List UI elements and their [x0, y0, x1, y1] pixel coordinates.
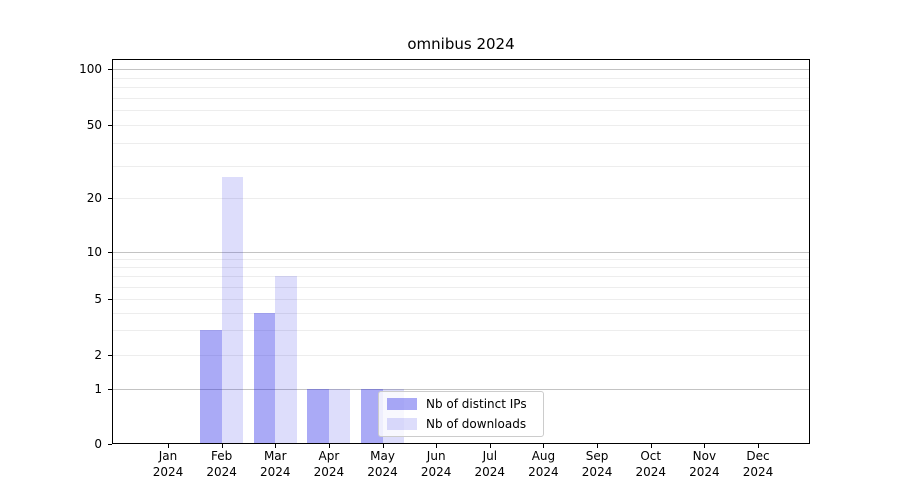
x-tick-label-mar: Mar 2024	[259, 449, 291, 479]
bar-downloads-mar	[275, 276, 297, 444]
x-tick-mark-oct	[650, 444, 652, 448]
x-tick-mark-aug	[543, 444, 545, 448]
y-tick-label-1: 1	[94, 382, 102, 397]
gridline-minor-20	[113, 197, 809, 199]
y-tick-label-100: 100	[79, 62, 102, 76]
x-tick-label-may: May 2024	[367, 449, 398, 479]
legend-label-distinct-ips: Nb of distinct IPs	[426, 397, 527, 412]
y-tick-mark-0	[108, 443, 112, 445]
gridline-minor-50	[113, 125, 809, 126]
y-tick-label-5: 5	[94, 292, 102, 307]
gridline-minor-7	[113, 276, 809, 278]
gridline-minor-90	[113, 77, 809, 79]
x-tick-label-aug: Aug 2024	[528, 449, 559, 479]
bar-downloads-feb	[221, 176, 244, 444]
bar-distinct-ips-apr	[307, 389, 329, 444]
gridline-minor-3	[113, 330, 809, 332]
y-tick-label-2: 2	[94, 348, 102, 362]
gridline-minor-5	[113, 299, 809, 301]
gridline-minor-6	[113, 286, 809, 288]
gridline-minor-60	[113, 110, 809, 112]
y-tick-mark-1	[108, 389, 112, 391]
x-tick-mark-sep	[597, 444, 599, 448]
legend: Nb of distinct IPs Nb of downloads	[378, 391, 544, 437]
gridline-minor-9	[113, 258, 809, 260]
x-tick-label-sep: Sep 2024	[581, 449, 613, 479]
y-tick-mark-2	[108, 355, 112, 356]
gridline-minor-70	[113, 97, 809, 99]
gridline-minor-2	[113, 355, 809, 356]
y-tick-label-20: 20	[86, 190, 102, 205]
y-tick-label-50: 50	[86, 118, 102, 132]
y-tick-mark-20	[108, 197, 112, 199]
gridline-major-100	[113, 69, 809, 70]
bar-distinct-ips-mar	[253, 312, 276, 444]
gridline-minor-4	[113, 312, 809, 314]
x-tick-mark-may	[382, 444, 384, 448]
x-tick-label-oct: Oct 2024	[635, 449, 666, 479]
y-tick-label-10: 10	[86, 244, 102, 259]
gridline-major-10	[113, 251, 809, 253]
y-tick-mark-50	[108, 125, 112, 126]
x-tick-label-jun: Jun 2024	[420, 449, 452, 479]
chart-title: omnibus 2024	[407, 35, 515, 53]
y-tick-mark-100	[108, 69, 112, 70]
gridline-minor-30	[113, 165, 809, 167]
legend-item-distinct-ips: Nb of distinct IPs	[387, 395, 535, 413]
legend-swatch-downloads	[387, 417, 417, 430]
gridline-major-1	[113, 389, 809, 391]
x-tick-label-feb: Feb 2024	[206, 449, 237, 479]
x-tick-label-nov: Nov 2024	[689, 449, 720, 479]
x-tick-mark-jun	[436, 444, 438, 448]
x-tick-label-dec: Dec 2024	[742, 449, 774, 479]
legend-item-downloads: Nb of downloads	[387, 415, 535, 433]
legend-swatch-distinct-ips	[387, 398, 417, 411]
legend-label-downloads: Nb of downloads	[426, 416, 527, 431]
y-tick-mark-5	[108, 299, 112, 301]
x-tick-mark-apr	[328, 444, 330, 448]
x-tick-mark-mar	[275, 444, 277, 448]
x-tick-mark-jul	[489, 444, 491, 448]
y-tick-label-0: 0	[94, 436, 102, 451]
x-tick-mark-feb	[221, 444, 223, 448]
x-tick-label-jan: Jan 2024	[152, 449, 184, 479]
gridline-minor-80	[113, 87, 809, 89]
x-tick-label-jul: Jul 2024	[474, 449, 506, 479]
x-tick-mark-dec	[757, 444, 759, 448]
bar-distinct-ips-feb	[200, 330, 222, 444]
gridline-minor-40	[113, 142, 809, 144]
x-tick-label-apr: Apr 2024	[313, 449, 345, 479]
bar-downloads-apr	[328, 389, 351, 444]
bar-distinct-ips-may	[361, 389, 383, 444]
x-tick-mark-nov	[704, 444, 706, 448]
y-tick-mark-10	[108, 251, 112, 253]
x-tick-mark-jan	[168, 444, 169, 448]
gridline-minor-8	[113, 267, 809, 269]
